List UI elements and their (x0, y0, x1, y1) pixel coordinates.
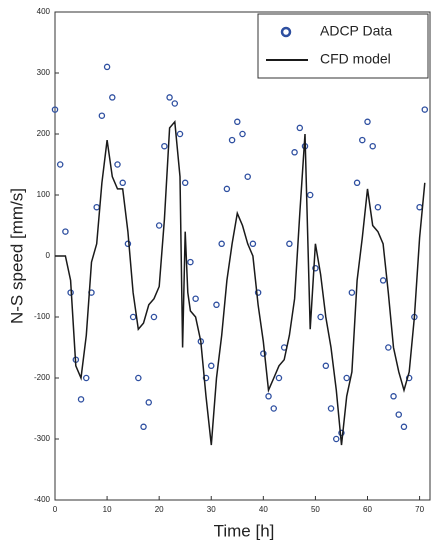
x-tick-label: 40 (259, 505, 268, 514)
data-point (343, 374, 350, 382)
data-point (223, 185, 231, 193)
y-tick-label: -100 (34, 312, 51, 321)
data-point (192, 295, 199, 302)
data-point (332, 435, 340, 443)
data-point (161, 142, 168, 150)
data-point (327, 405, 335, 412)
data-point (312, 264, 319, 272)
data-point (135, 374, 142, 382)
data-point (155, 222, 163, 229)
plot-area (54, 11, 431, 501)
x-tick-label: 60 (363, 505, 372, 514)
data-point (207, 362, 215, 370)
data-point (187, 258, 194, 266)
data-point (218, 240, 225, 248)
data-point (421, 106, 429, 113)
data-point (98, 112, 106, 119)
data-point (171, 100, 179, 107)
data-point (291, 149, 298, 156)
data-point (56, 161, 64, 168)
data-point (244, 173, 251, 180)
data-point (103, 63, 111, 71)
y-tick-label: 400 (37, 7, 51, 16)
data-point (400, 423, 408, 431)
data-point (254, 289, 262, 296)
model-line (55, 119, 426, 446)
data-point (364, 118, 371, 126)
data-point (114, 161, 121, 168)
data-point (62, 228, 69, 235)
data-point (213, 301, 220, 309)
data-point (234, 118, 241, 126)
x-tick-label: 70 (415, 505, 424, 514)
legend-label: ADCP Data (320, 23, 392, 39)
data-point (306, 191, 314, 199)
data-point (275, 374, 283, 382)
data-point (348, 289, 356, 296)
data-point (119, 179, 126, 187)
legend-box (257, 13, 429, 79)
data-point (385, 344, 392, 351)
x-tick-label: 50 (311, 505, 320, 514)
x-axis-label: Time [h] (214, 521, 275, 540)
data-point (166, 94, 173, 101)
data-point (51, 106, 59, 113)
legend-label: CFD model (320, 51, 391, 67)
data-point (249, 240, 257, 248)
data-point (296, 124, 304, 132)
data-point (369, 142, 376, 150)
y-tick-label: -400 (34, 495, 51, 504)
data-point (405, 374, 413, 382)
data-point (181, 179, 189, 187)
data-point (109, 94, 116, 101)
data-point (176, 130, 184, 138)
data-point (83, 374, 90, 382)
y-tick-label: 200 (37, 129, 51, 138)
data-point (265, 393, 272, 400)
data-point (286, 240, 293, 248)
data-point (322, 362, 330, 370)
data-point (260, 350, 267, 357)
data-point (379, 277, 387, 284)
data-point (374, 203, 382, 211)
data-point (239, 130, 246, 138)
data-point (390, 393, 397, 400)
y-tick-label: -200 (34, 373, 51, 382)
data-point (140, 423, 147, 431)
data-point (228, 136, 236, 144)
y-tick-label: 100 (37, 190, 51, 199)
data-point (359, 136, 366, 144)
x-tick-label: 20 (155, 505, 164, 514)
data-point (338, 429, 345, 437)
x-tick-label: 0 (53, 505, 58, 514)
x-tick-label: 10 (103, 505, 112, 514)
data-point (124, 240, 132, 248)
data-point (150, 313, 158, 321)
legend-marker (280, 26, 292, 38)
data-point (77, 396, 85, 403)
data-point (395, 411, 402, 418)
data-point (353, 179, 361, 187)
y-tick-label: -300 (34, 434, 51, 443)
data-point (317, 313, 324, 321)
y-tick-label: 300 (37, 68, 51, 77)
data-point (129, 313, 137, 321)
data-point (145, 399, 152, 406)
x-tick-label: 30 (207, 505, 216, 514)
y-tick-label: 0 (46, 251, 51, 260)
y-axis-label: N-S speed [mm/s] (7, 188, 26, 324)
data-point (202, 374, 210, 382)
data-point (270, 405, 277, 412)
